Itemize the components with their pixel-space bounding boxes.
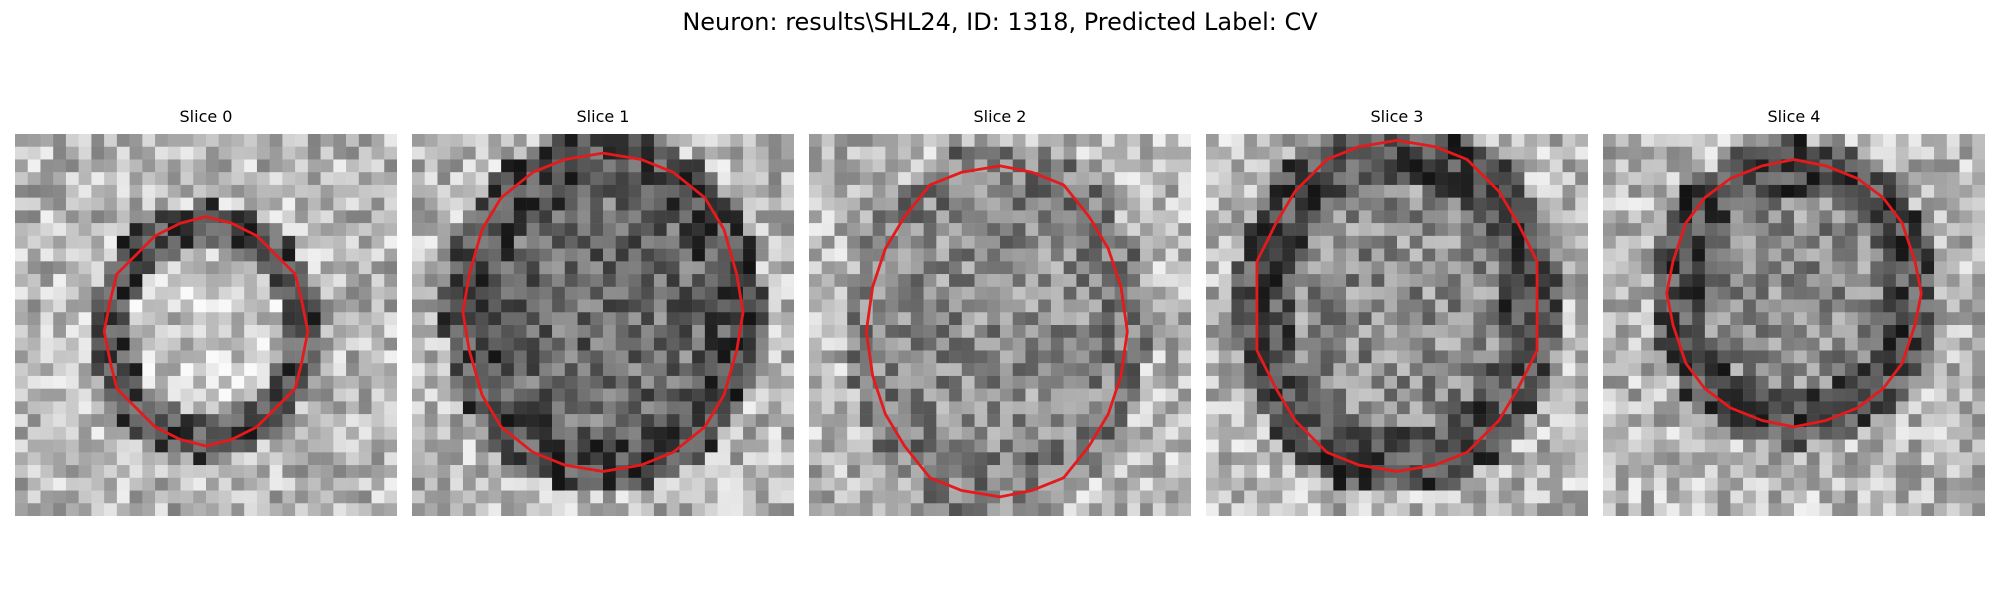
segmentation-contour	[864, 164, 1129, 499]
segmentation-contour	[461, 151, 745, 473]
segmentation-contour	[1665, 158, 1923, 429]
slice-title: Slice 1	[576, 107, 630, 126]
slice-panel-2: Slice 2	[809, 106, 1191, 520]
segmentation-contour	[102, 215, 310, 448]
slice-title: Slice 4	[1767, 107, 1821, 126]
slice-title: Slice 2	[973, 107, 1027, 126]
slice-image-0	[15, 134, 397, 516]
slice-image-1	[412, 134, 794, 516]
segmentation-contour	[1255, 138, 1539, 473]
slice-image-4	[1603, 134, 1985, 516]
slice-panel-3: Slice 3	[1206, 106, 1588, 520]
slice-image-3	[1206, 134, 1588, 516]
slice-pixels	[1206, 134, 1588, 516]
slice-pixels	[15, 134, 397, 516]
slice-panel-1: Slice 1	[412, 106, 794, 520]
slice-title: Slice 3	[1370, 107, 1424, 126]
slice-title: Slice 0	[179, 107, 233, 126]
slice-image-2	[809, 134, 1191, 516]
slice-pixels	[412, 134, 794, 516]
slice-panel-4: Slice 4	[1603, 106, 1985, 520]
figure-title: Neuron: results\SHL24, ID: 1318, Predict…	[682, 8, 1318, 36]
slice-pixels	[1603, 134, 1985, 516]
slice-panel-0: Slice 0	[15, 106, 397, 520]
